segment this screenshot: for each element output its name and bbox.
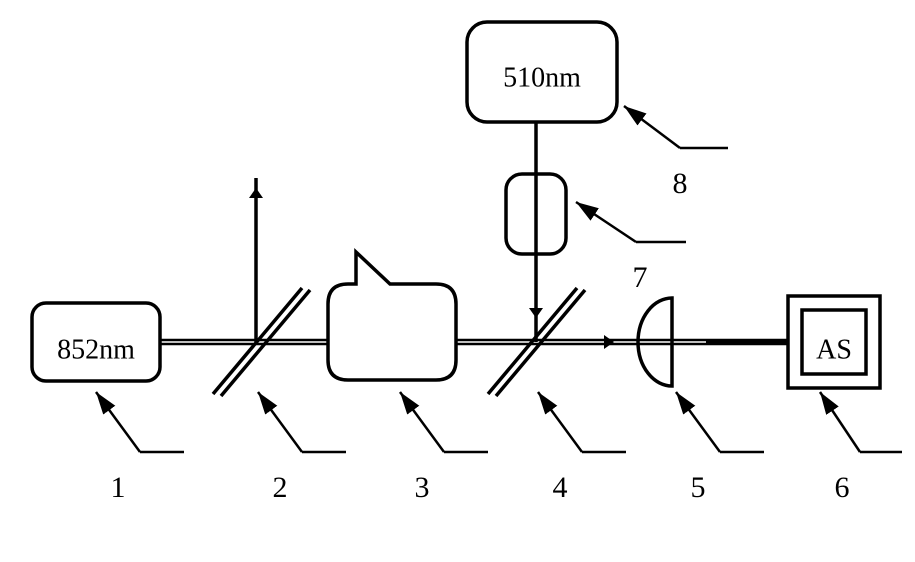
collection-lens xyxy=(638,298,672,386)
annotation-arrow xyxy=(400,392,444,452)
annotation-arrow xyxy=(676,392,720,452)
annotation-number: 5 xyxy=(691,471,706,504)
annotation-number: 3 xyxy=(415,471,430,504)
optical-setup-diagram: 852nm AS 510nm 1 2 3 4 5 6 7 8 xyxy=(0,0,915,562)
annotation-number: 1 xyxy=(111,471,126,504)
analyzer-label: AS xyxy=(816,334,852,365)
annotation-arrow xyxy=(258,392,302,452)
sample-cell xyxy=(328,252,456,380)
laser-510nm-label: 510nm xyxy=(503,62,581,93)
annotation-number: 8 xyxy=(673,167,688,200)
laser-852nm-label: 852nm xyxy=(57,334,135,365)
annotation-arrow xyxy=(96,392,140,452)
annotation-number: 6 xyxy=(835,471,850,504)
annotation-arrow xyxy=(576,202,636,242)
annotation-arrow xyxy=(538,392,582,452)
annotation-arrow xyxy=(624,106,680,148)
annotation-number: 7 xyxy=(633,261,648,294)
annotation-number: 2 xyxy=(273,471,288,504)
annotation-number: 4 xyxy=(553,471,568,504)
annotation-arrow xyxy=(820,392,860,452)
